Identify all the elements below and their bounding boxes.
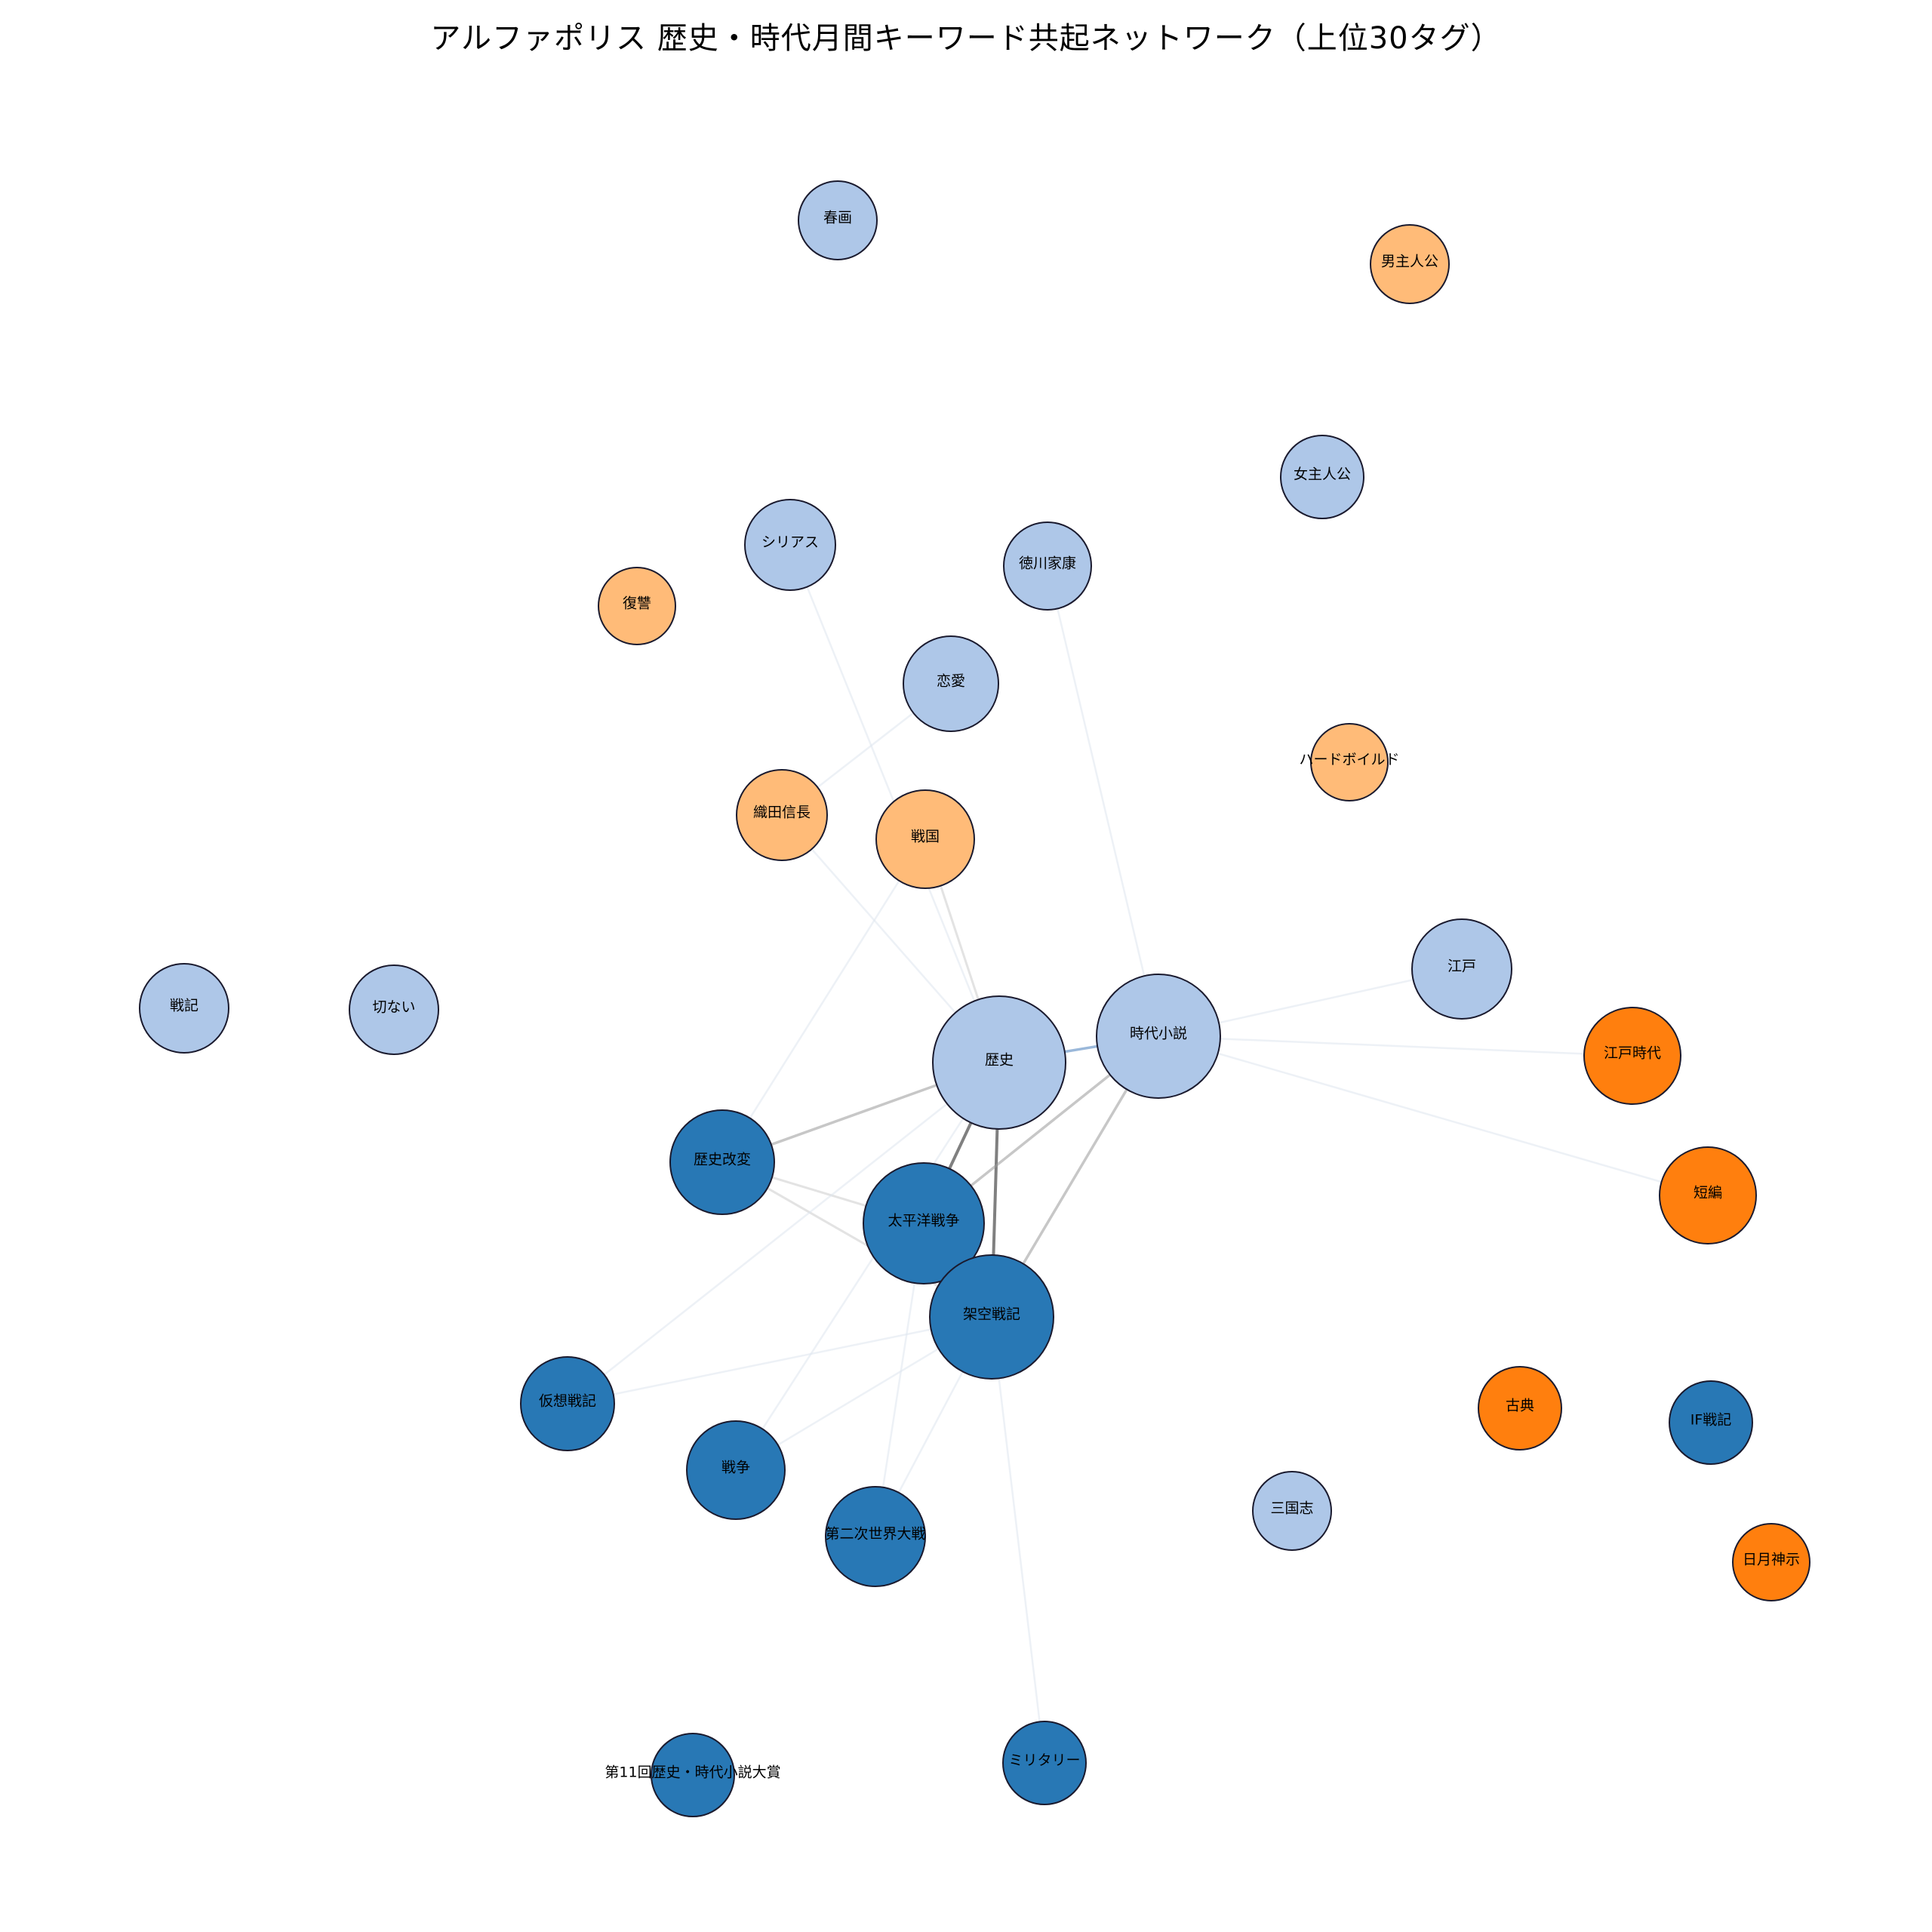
node-label: 歴史改変 bbox=[694, 1152, 751, 1168]
node-label: 織田信長 bbox=[753, 804, 811, 821]
node-military: ミリタリー bbox=[1002, 1721, 1087, 1805]
node-label: 仮想戦記 bbox=[539, 1393, 596, 1410]
node-taisho: 第11回歴史・時代小説大賞 bbox=[605, 1733, 781, 1817]
node-label: 戦記 bbox=[170, 998, 198, 1014]
node-kaihen: 歴史改変 bbox=[669, 1109, 775, 1215]
node-shunga: 春画 bbox=[798, 180, 878, 260]
node-label: 日月神示 bbox=[1743, 1552, 1800, 1568]
node-label: 時代小説 bbox=[1130, 1026, 1187, 1042]
node-fukushu: 復讐 bbox=[598, 567, 676, 645]
node-serious: シリアス bbox=[744, 499, 836, 591]
node-circle bbox=[863, 1162, 985, 1284]
node-setsunai: 切ない bbox=[349, 964, 439, 1055]
node-tanpen: 短編 bbox=[1659, 1146, 1757, 1244]
node-koten: 古典 bbox=[1478, 1366, 1562, 1451]
node-circle bbox=[1370, 224, 1450, 304]
node-ww2: 第二次世界大戦 bbox=[825, 1486, 926, 1587]
edge-kakuu-kaso bbox=[567, 1315, 992, 1405]
node-circle bbox=[686, 1420, 786, 1520]
node-label: 女主人公 bbox=[1294, 466, 1351, 483]
node-label: 戦国 bbox=[911, 829, 940, 845]
node-label: 江戸 bbox=[1447, 958, 1476, 975]
edge-jidai-edojidai bbox=[1158, 1035, 1633, 1057]
node-label: 戦争 bbox=[721, 1460, 750, 1476]
node-senki: 戦記 bbox=[139, 963, 229, 1054]
node-edo: 江戸 bbox=[1411, 918, 1512, 1020]
node-onna: 女主人公 bbox=[1280, 435, 1364, 519]
node-otoko: 男主人公 bbox=[1370, 224, 1450, 304]
edge-rekishi-kaso bbox=[567, 1062, 1000, 1404]
node-label: ハードボイルド bbox=[1299, 752, 1399, 768]
node-circle bbox=[736, 769, 828, 861]
node-circle bbox=[651, 1733, 735, 1817]
node-kaso: 仮想戦記 bbox=[520, 1356, 615, 1451]
node-label: 春画 bbox=[823, 210, 852, 226]
node-hitsuki: 日月神示 bbox=[1732, 1523, 1810, 1601]
node-circle bbox=[1003, 521, 1092, 611]
node-circle bbox=[349, 964, 439, 1055]
node-jidai: 時代小説 bbox=[1096, 974, 1221, 1099]
node-sangoku: 三国志 bbox=[1252, 1471, 1332, 1551]
node-label: 恋愛 bbox=[937, 673, 965, 690]
node-label: 切ない bbox=[372, 999, 415, 1016]
node-circle bbox=[798, 180, 878, 260]
node-label: 三国志 bbox=[1270, 1500, 1313, 1517]
node-circle bbox=[932, 995, 1066, 1130]
node-ifsenki: IF戦記 bbox=[1669, 1380, 1753, 1465]
node-circle bbox=[1002, 1721, 1087, 1805]
node-circle bbox=[1669, 1380, 1753, 1465]
node-circle bbox=[1096, 974, 1221, 1099]
edge-jidai-tanpen bbox=[1158, 1035, 1709, 1197]
edge-kakuu-military bbox=[990, 1316, 1046, 1764]
node-circle bbox=[1280, 435, 1364, 519]
node-label: シリアス bbox=[761, 534, 819, 551]
node-circle bbox=[1478, 1366, 1562, 1451]
chart-title: アルファポリス 歴史・時代月間キーワード共起ネットワーク（上位30タグ） bbox=[430, 21, 1502, 56]
node-label: 太平洋戦争 bbox=[888, 1213, 959, 1229]
node-circle bbox=[1310, 723, 1389, 801]
edge-sengoku-kaihen bbox=[721, 838, 927, 1163]
node-circle bbox=[875, 789, 975, 889]
node-circle bbox=[669, 1109, 775, 1215]
node-kakuu: 架空戦記 bbox=[929, 1254, 1054, 1380]
node-label: 江戸時代 bbox=[1604, 1045, 1661, 1062]
node-circle bbox=[520, 1356, 615, 1451]
node-oda: 織田信長 bbox=[736, 769, 828, 861]
node-circle bbox=[1252, 1471, 1332, 1551]
edge-jidai-tokugawa bbox=[1046, 565, 1160, 1037]
node-label: 第二次世界大戦 bbox=[825, 1526, 925, 1543]
node-circle bbox=[744, 499, 836, 591]
node-label: 男主人公 bbox=[1381, 254, 1438, 270]
node-circle bbox=[598, 567, 676, 645]
node-sengoku: 戦国 bbox=[875, 789, 975, 889]
node-senso: 戦争 bbox=[686, 1420, 786, 1520]
node-label: 架空戦記 bbox=[963, 1306, 1020, 1323]
node-circle bbox=[139, 963, 229, 1054]
node-taiheiyo: 太平洋戦争 bbox=[863, 1162, 985, 1284]
node-label: 第11回歴史・時代小説大賞 bbox=[605, 1764, 780, 1781]
node-edojidai: 江戸時代 bbox=[1583, 1007, 1681, 1105]
node-circle bbox=[1732, 1523, 1810, 1601]
node-hardboiled: ハードボイルド bbox=[1299, 723, 1400, 801]
node-rekishi: 歴史 bbox=[932, 995, 1066, 1130]
node-circle bbox=[825, 1486, 926, 1587]
node-circle bbox=[1411, 918, 1512, 1020]
node-label: 復讐 bbox=[623, 595, 651, 612]
node-label: ミリタリー bbox=[1008, 1752, 1080, 1769]
node-label: 徳川家康 bbox=[1019, 555, 1076, 572]
node-circle bbox=[1659, 1146, 1757, 1244]
node-renai: 恋愛 bbox=[903, 635, 999, 732]
node-circle bbox=[929, 1254, 1054, 1380]
edge-rekishi-senso bbox=[734, 1062, 1001, 1471]
node-label: 短編 bbox=[1694, 1185, 1722, 1201]
node-tokugawa: 徳川家康 bbox=[1003, 521, 1092, 611]
node-label: 歴史 bbox=[985, 1052, 1014, 1069]
node-label: 古典 bbox=[1506, 1398, 1534, 1414]
node-circle bbox=[903, 635, 999, 732]
node-label: IF戦記 bbox=[1690, 1412, 1732, 1429]
node-circle bbox=[1583, 1007, 1681, 1105]
